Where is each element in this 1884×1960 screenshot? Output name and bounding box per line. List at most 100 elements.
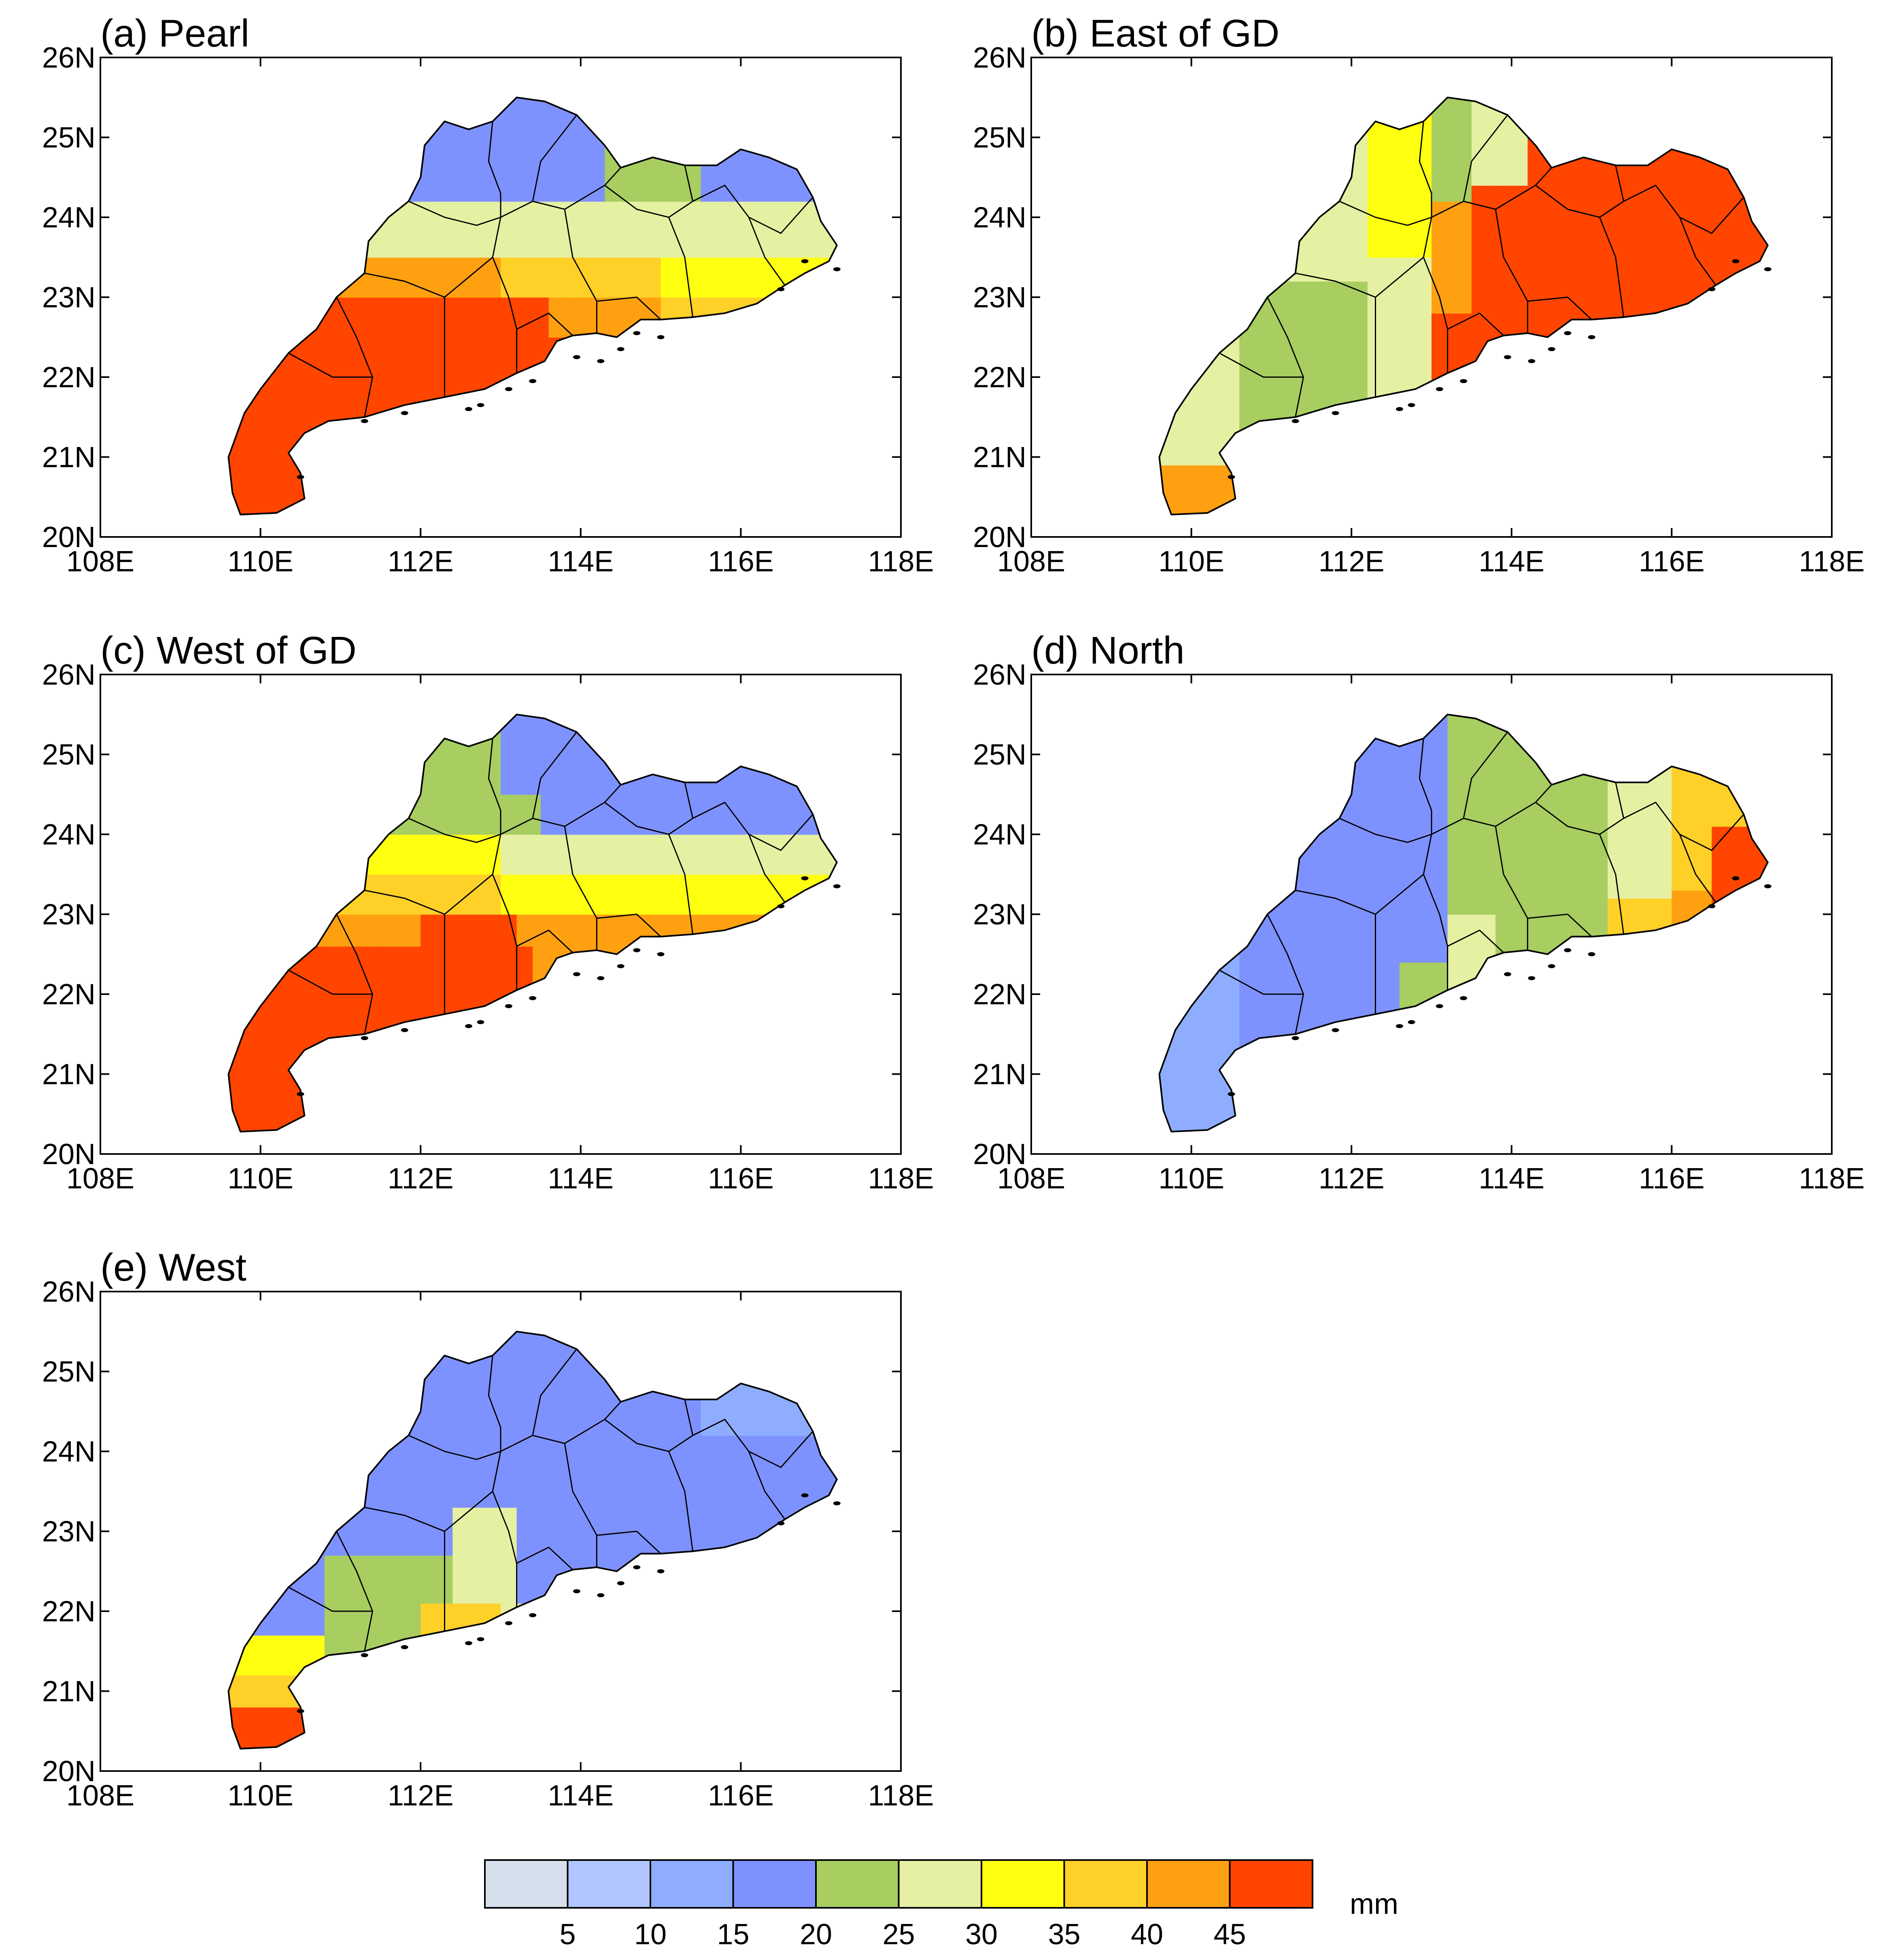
island xyxy=(801,259,809,263)
island xyxy=(1291,1036,1299,1040)
lat-tick-label: 23N xyxy=(42,282,96,314)
island xyxy=(573,355,580,359)
city-boundary xyxy=(748,217,786,286)
province-outline xyxy=(227,713,838,1133)
lon-tick-label: 114E xyxy=(548,545,614,578)
island xyxy=(1708,904,1716,908)
lat-tick-label: 24N xyxy=(973,819,1026,851)
city-boundary xyxy=(288,352,373,378)
city-boundary xyxy=(1527,296,1592,320)
colorbar-swatch xyxy=(567,1859,651,1909)
lon-tick-label: 116E xyxy=(708,1162,774,1195)
city-boundary xyxy=(336,1531,374,1652)
island xyxy=(1764,884,1771,889)
city-boundary xyxy=(1267,914,1304,1035)
precipitation-map xyxy=(1158,96,1771,515)
panel-title: (a) Pearl xyxy=(100,12,249,55)
lon-tick-label: 110E xyxy=(1158,1162,1224,1195)
island xyxy=(617,347,624,351)
lat-tick-label: 26N xyxy=(42,1276,96,1308)
island xyxy=(777,1521,785,1525)
city-boundary xyxy=(336,297,374,418)
lon-tick-label: 112E xyxy=(388,1162,454,1195)
city-boundary xyxy=(1679,217,1716,286)
island xyxy=(1332,1028,1339,1032)
city-boundary xyxy=(488,1355,501,1451)
city-boundary xyxy=(1295,874,1424,915)
colorbar-swatch xyxy=(1146,1859,1231,1909)
island xyxy=(1228,1092,1235,1096)
island xyxy=(633,1565,641,1570)
lon-tick-label: 112E xyxy=(388,545,454,578)
city-boundary xyxy=(288,969,373,995)
island xyxy=(1436,1004,1443,1008)
lat-tick-label: 23N xyxy=(42,899,96,931)
lat-tick-label: 24N xyxy=(42,202,96,234)
precipitation-map xyxy=(227,96,841,515)
lon-tick-label: 114E xyxy=(1478,1162,1544,1195)
island xyxy=(361,1036,368,1040)
colorbar-unit: mm xyxy=(1350,1888,1398,1920)
city-boundary xyxy=(492,1451,518,1608)
lon-tick-label: 108E xyxy=(66,545,134,578)
island xyxy=(477,403,484,407)
lat-tick-label: 21N xyxy=(973,1058,1026,1091)
city-boundary xyxy=(532,115,578,202)
colorbar-tick-label: 25 xyxy=(882,1918,915,1951)
island xyxy=(657,335,665,339)
island xyxy=(1460,996,1468,1000)
lat-tick-label: 25N xyxy=(973,739,1026,771)
city-boundary xyxy=(488,121,501,217)
lon-tick-label: 108E xyxy=(66,1162,134,1195)
city-boundary xyxy=(516,929,573,953)
island xyxy=(297,1092,304,1096)
lat-tick-label: 20N xyxy=(973,1138,1026,1171)
island xyxy=(1395,1024,1403,1028)
island xyxy=(573,972,580,976)
island xyxy=(465,407,472,411)
city-boundary xyxy=(1447,929,1504,953)
lon-tick-label: 116E xyxy=(1639,545,1705,578)
colorbar-swatch xyxy=(981,1859,1065,1909)
lon-tick-label: 110E xyxy=(227,1780,293,1812)
city-boundary xyxy=(1419,738,1432,834)
lat-tick-label: 26N xyxy=(973,659,1026,691)
lon-tick-label: 116E xyxy=(708,1780,774,1812)
lon-tick-label: 108E xyxy=(997,1162,1065,1195)
lat-tick-label: 21N xyxy=(973,441,1026,474)
lon-tick-label: 108E xyxy=(66,1780,134,1812)
city-boundary xyxy=(364,257,493,298)
island xyxy=(1528,359,1536,363)
island xyxy=(361,1653,368,1657)
lon-tick-label: 110E xyxy=(227,1162,293,1195)
panel-title: (e) West xyxy=(100,1246,246,1289)
island xyxy=(1708,287,1716,291)
lat-tick-label: 24N xyxy=(973,202,1026,234)
city-boundary xyxy=(516,312,573,336)
island xyxy=(529,1613,537,1617)
island xyxy=(1228,475,1235,479)
city-boundary xyxy=(1447,312,1504,336)
island xyxy=(1504,972,1511,976)
island xyxy=(1528,976,1536,980)
city-boundary xyxy=(1463,732,1508,819)
lat-tick-label: 23N xyxy=(973,899,1026,931)
lat-tick-label: 25N xyxy=(42,122,96,154)
colorbar: 5 10 15 20 25 30 35 40 45 mm xyxy=(484,1859,1398,1951)
lon-tick-label: 114E xyxy=(548,1780,614,1812)
city-boundary xyxy=(668,217,694,318)
axis-ticks: 108E 110E 112E 114E 116E 118E 20N 21N 22N 23N 24N 2… xyxy=(42,42,934,578)
island xyxy=(597,1593,605,1597)
island xyxy=(617,1581,624,1585)
city-boundary xyxy=(748,834,786,903)
city-boundary xyxy=(1527,913,1592,937)
lat-tick-label: 23N xyxy=(973,282,1026,314)
panel-title: (c) West of GD xyxy=(100,629,357,672)
colorbar-swatch xyxy=(732,1859,817,1909)
island xyxy=(1460,379,1468,383)
colorbar-tick-label: 10 xyxy=(634,1918,667,1951)
city-boundary xyxy=(1339,200,1496,226)
island xyxy=(833,884,841,889)
lon-tick-label: 108E xyxy=(997,545,1065,578)
